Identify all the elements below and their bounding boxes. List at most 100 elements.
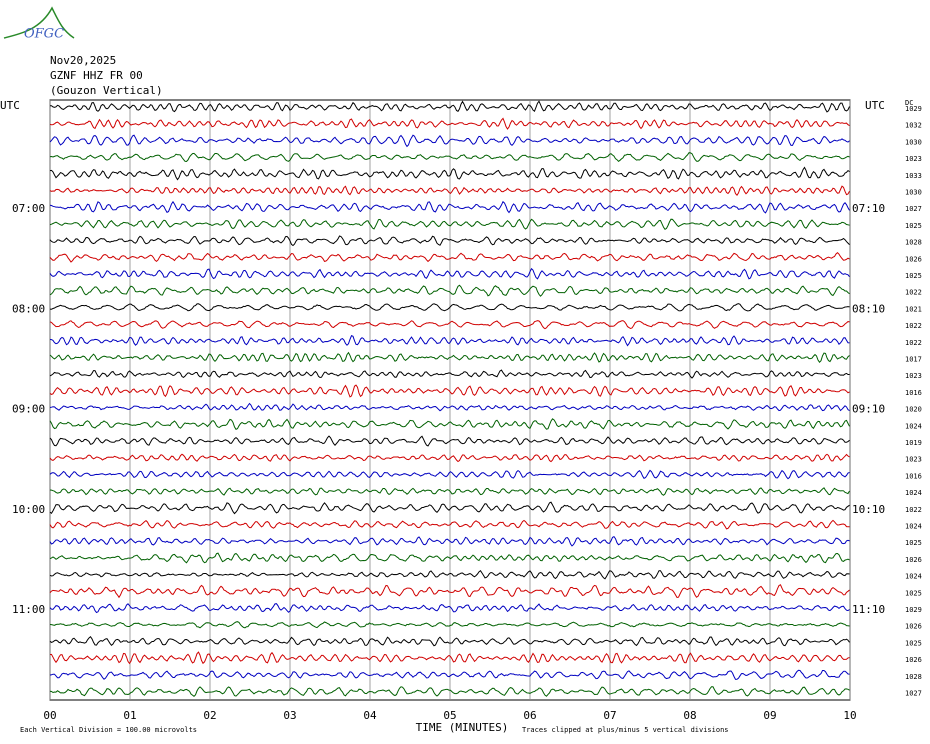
trace [49,252,850,263]
dc-value: 1016 [905,389,922,397]
trace [49,501,850,515]
left-time: 11:00 [12,603,45,616]
dc-value: 1028 [905,239,922,247]
trace [49,267,850,280]
dc-value: 1023 [905,456,922,464]
dc-value: 1017 [905,356,922,364]
trace [49,635,850,647]
left-header: UTC [0,99,20,112]
dc-value: 1027 [905,690,922,698]
dc-value: 1025 [905,272,922,280]
trace [49,235,850,247]
right-time: 11:10 [852,603,885,616]
logo-curve [3,6,75,39]
right-time: 10:10 [852,503,885,516]
x-tick-label: 04 [363,709,377,722]
trace [49,469,850,480]
trace [49,320,850,330]
x-label: TIME (MINUTES) [416,721,509,734]
dc-value: 1033 [905,172,922,180]
x-tick-label: 05 [443,709,456,722]
dc-header: DC [905,99,913,107]
trace [49,284,850,297]
dc-value: 1025 [905,589,922,597]
left-time: 08:00 [12,302,45,315]
trace [49,686,850,697]
dc-value: 1023 [905,372,922,380]
trace [49,669,850,680]
dc-value: 1020 [905,406,922,414]
trace [49,569,850,580]
trace [49,552,850,564]
dc-value: 1030 [905,189,922,197]
dc-value: 1021 [905,305,922,313]
dc-value: 1022 [905,506,922,514]
trace [50,100,850,113]
scale-note: Each Vertical Division = 100.00 microvol… [20,726,197,734]
trace [49,435,850,447]
x-tick-label: 02 [203,709,216,722]
dc-value: 1028 [905,673,922,681]
right-time: 09:10 [852,403,885,416]
dc-value: 1022 [905,339,922,347]
x-tick-label: 00 [43,709,56,722]
left-time: 07:00 [12,202,45,215]
x-tick-label: 08 [683,709,696,722]
x-tick-label: 03 [283,709,296,722]
dc-value: 1023 [905,155,922,163]
trace [49,603,850,614]
dc-value: 1025 [905,639,922,647]
trace [49,185,850,197]
dc-value: 1019 [905,439,922,447]
right-time: 07:10 [852,202,885,215]
right-header: UTC [865,99,885,112]
right-time: 08:10 [852,302,885,315]
trace [49,166,850,181]
x-tick-label: 09 [763,709,776,722]
x-tick-label: 06 [523,709,536,722]
dc-value: 1024 [905,573,922,581]
left-time: 09:00 [12,403,45,416]
dc-value: 1027 [905,205,922,213]
trace [49,621,850,629]
dc-value: 1026 [905,623,922,631]
dc-value: 1026 [905,656,922,664]
trace [49,584,850,599]
trace [49,418,850,430]
dc-value: 1025 [905,539,922,547]
dc-value: 1016 [905,472,922,480]
dc-value: 1024 [905,422,922,430]
dc-value: 1024 [905,523,922,531]
trace [49,200,850,214]
dc-value: 1029 [905,105,922,113]
trace [49,134,850,148]
trace [49,335,850,347]
dc-value: 1022 [905,322,922,330]
trace [49,453,850,463]
dc-value: 1026 [905,255,922,263]
x-tick-label: 07 [603,709,616,722]
clip-note: Traces clipped at plus/minus 5 vertical … [522,726,729,734]
trace [49,369,850,379]
logo: OFGC [24,27,64,42]
trace [49,519,850,530]
dc-value: 1030 [905,138,922,146]
dc-value: 1025 [905,222,922,230]
dc-value: 1029 [905,606,922,614]
trace [49,402,850,412]
dc-value: 1024 [905,489,922,497]
location: (Gouzon Vertical) [50,84,163,97]
trace [49,218,850,230]
date: Nov20,2025 [50,54,116,67]
x-tick-label: 10 [843,709,856,722]
dc-value: 1022 [905,289,922,297]
trace [49,535,850,547]
dc-value: 1032 [905,122,922,130]
trace [49,651,850,665]
trace [49,351,850,363]
left-time: 10:00 [12,503,45,516]
trace [49,303,850,312]
trace [49,152,850,163]
trace [49,384,850,398]
